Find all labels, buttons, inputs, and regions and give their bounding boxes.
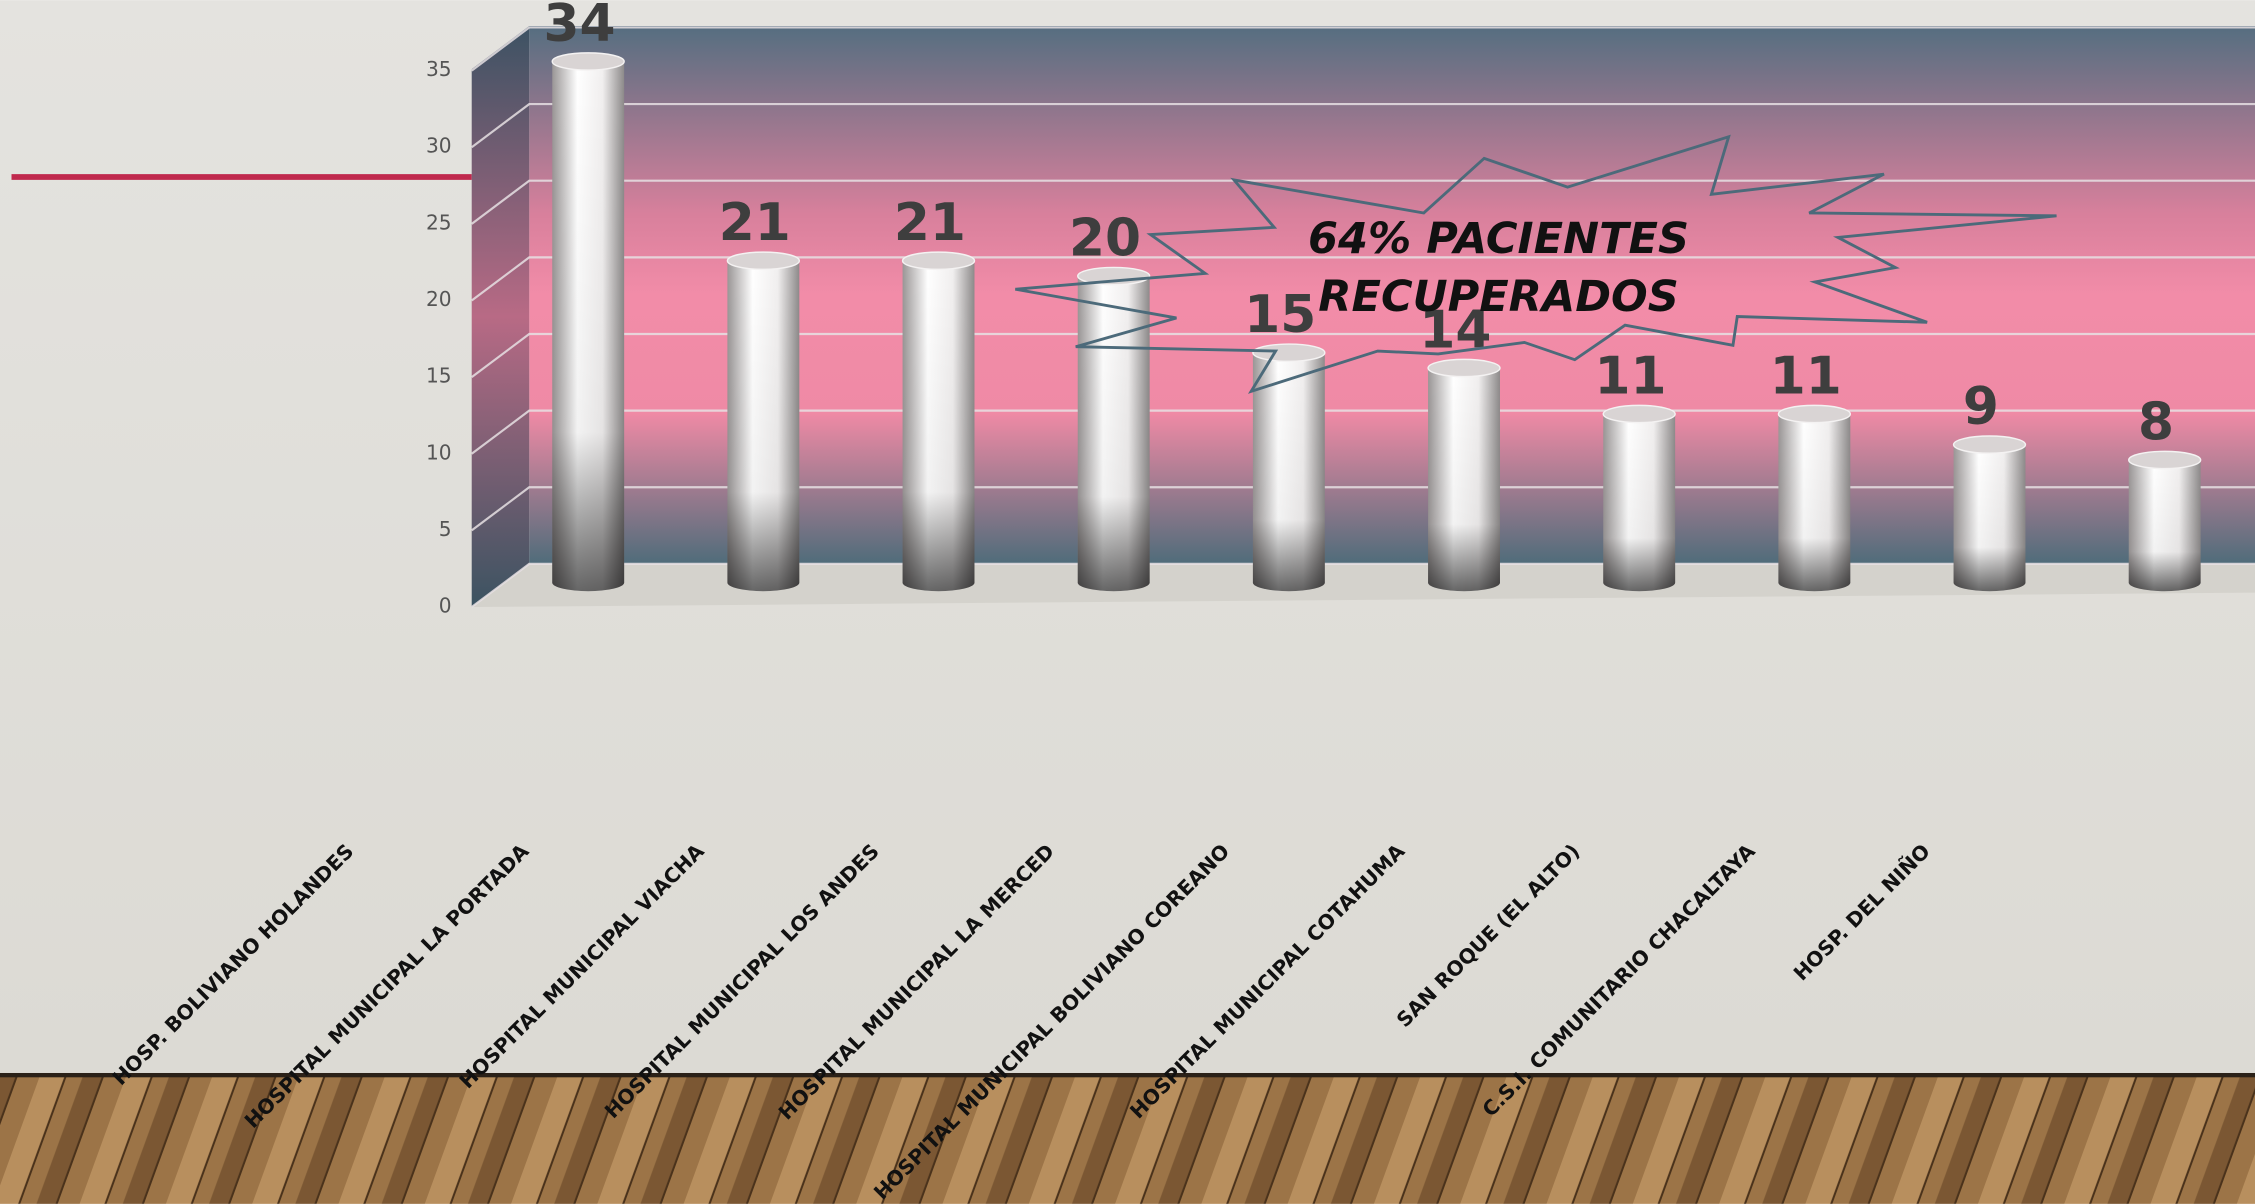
grid-line bbox=[471, 179, 2255, 225]
cylinder-top bbox=[551, 52, 625, 71]
value-label: 8 bbox=[2138, 392, 2174, 452]
grid-line bbox=[471, 26, 2255, 72]
cylinder-shade bbox=[902, 260, 975, 592]
cylinder-top bbox=[1252, 343, 1326, 363]
cylinder-top bbox=[901, 251, 976, 271]
value-label: 11 bbox=[1595, 346, 1667, 406]
value-label: 15 bbox=[1244, 285, 1316, 345]
cylinder-shade bbox=[1077, 276, 1150, 592]
grid-line bbox=[471, 409, 2255, 455]
cylinder-top bbox=[1777, 404, 1852, 424]
y-tick-label: 25 bbox=[426, 210, 452, 234]
cylinder-shade bbox=[1252, 352, 1325, 592]
floor-edge bbox=[0, 1072, 2255, 1078]
floor bbox=[0, 1075, 2255, 1204]
grid-line bbox=[471, 562, 2255, 608]
value-label: 20 bbox=[1069, 209, 1141, 269]
y-tick-label: 5 bbox=[439, 517, 452, 541]
cylinder-top bbox=[1952, 435, 2027, 454]
value-label: 9 bbox=[1963, 377, 1999, 437]
cylinder-shade bbox=[1603, 413, 1676, 592]
cylinder-shade bbox=[1778, 413, 1851, 592]
value-label: 21 bbox=[894, 193, 966, 253]
cylinder-top bbox=[2128, 450, 2202, 470]
value-label: 11 bbox=[1770, 346, 1842, 406]
y-tick-label: 10 bbox=[426, 440, 452, 464]
value-label: 34 bbox=[544, 0, 616, 54]
annotation-line: RECUPERADOS bbox=[1318, 272, 1679, 322]
side-wall bbox=[471, 26, 530, 608]
cylinder-top bbox=[726, 251, 801, 271]
cylinder-shade bbox=[2128, 459, 2201, 592]
cylinder-shade bbox=[1953, 444, 2026, 592]
y-tick-label: 15 bbox=[426, 364, 452, 388]
cylinder-shade bbox=[727, 260, 800, 592]
cylinder-top bbox=[1602, 404, 1676, 424]
y-tick-label: 0 bbox=[439, 594, 452, 618]
y-tick-label: 30 bbox=[426, 134, 452, 158]
grid-line bbox=[471, 256, 2255, 302]
grid-line bbox=[471, 103, 2255, 149]
y-tick-label: 35 bbox=[426, 57, 452, 81]
cylinder-shade bbox=[1428, 368, 1500, 592]
y-tick-label: 20 bbox=[426, 287, 452, 311]
value-label: 21 bbox=[719, 193, 791, 253]
annotation-line: 64% PACIENTES bbox=[1308, 214, 1689, 264]
starburst bbox=[1015, 134, 2057, 394]
cylinder-shade bbox=[552, 61, 625, 592]
grid-line bbox=[471, 486, 2255, 532]
cylinder-top bbox=[1427, 358, 1501, 378]
